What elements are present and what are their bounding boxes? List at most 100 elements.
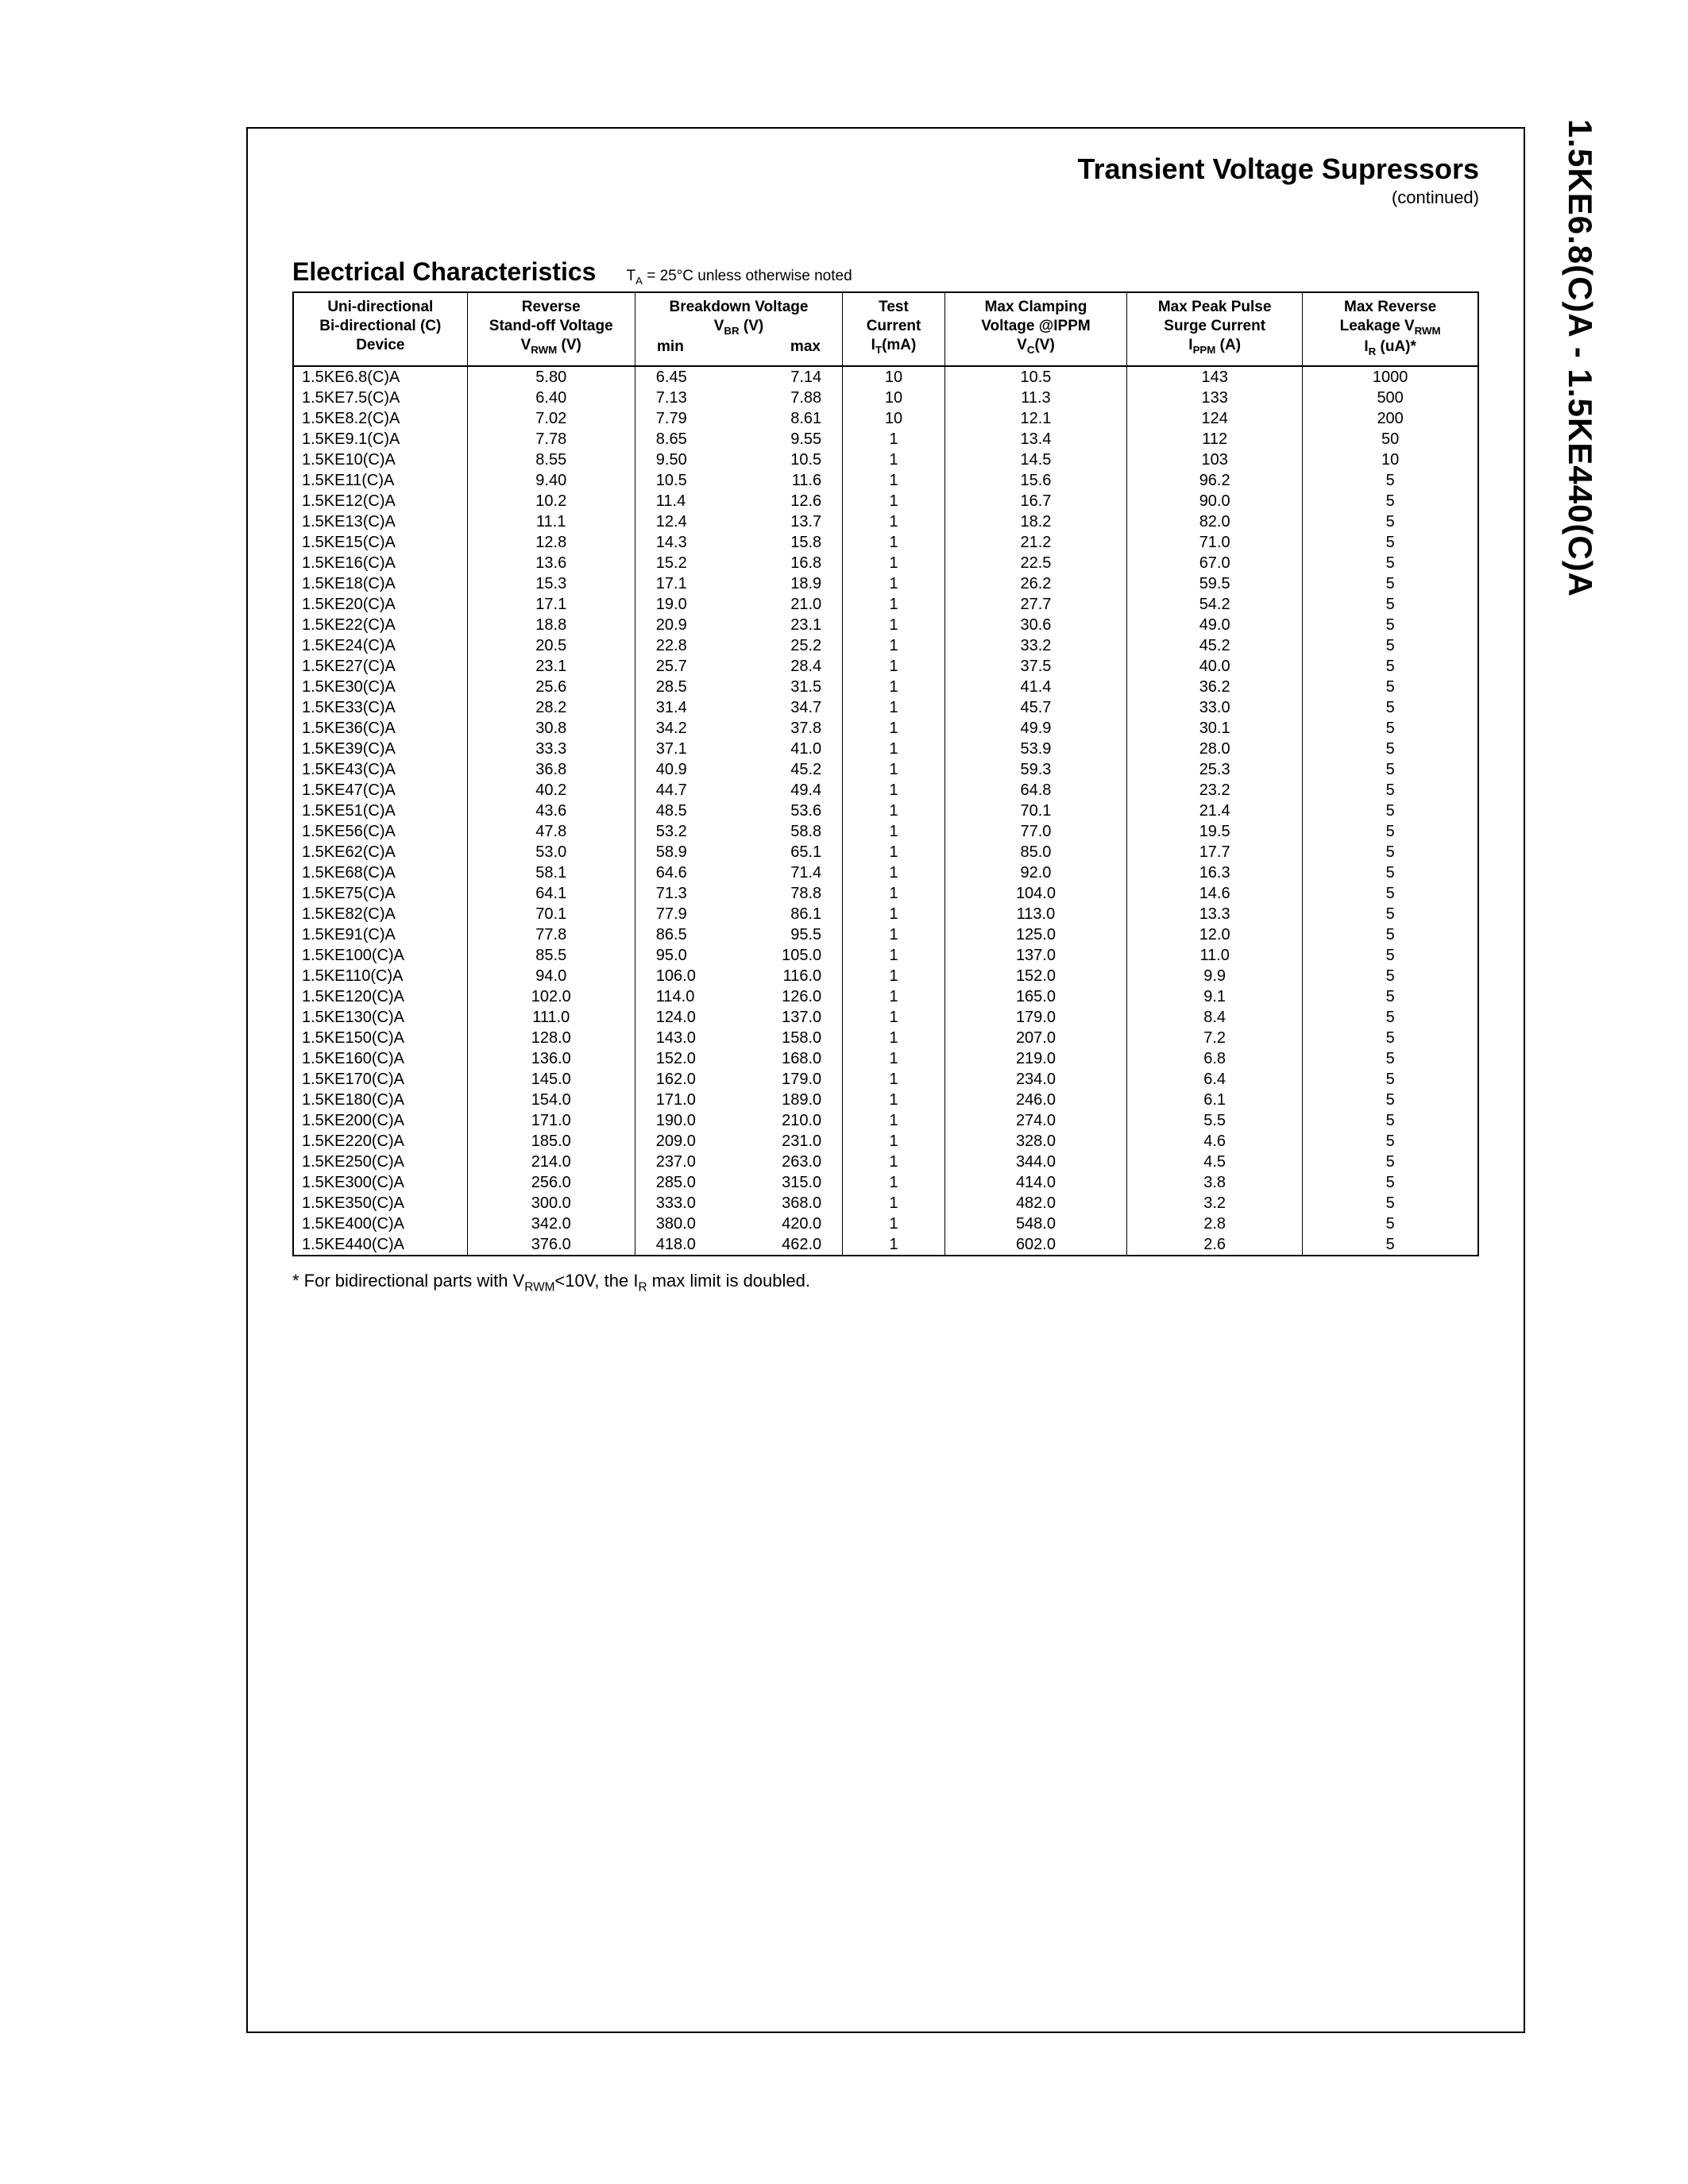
header-unit: (V) [740, 318, 764, 334]
table-cell: 10.5 [739, 450, 843, 470]
table-cell: 20.5 [467, 635, 635, 656]
table-cell: 15.3 [467, 573, 635, 594]
header-sub: RWM [1415, 325, 1441, 337]
table-cell: 1.5KE180(C)A [293, 1090, 467, 1110]
table-cell: 94.0 [467, 966, 635, 986]
table-cell: 1 [843, 924, 945, 945]
table-row: 1.5KE150(C)A128.0143.0158.01207.07.25 [293, 1028, 1478, 1048]
header-text: Max Peak Pulse [1158, 299, 1272, 315]
table-cell: 45.7 [944, 697, 1126, 718]
table-cell: 124.0 [635, 1007, 739, 1028]
table-cell: 5 [1303, 945, 1478, 966]
table-cell: 77.0 [944, 821, 1126, 842]
table-cell: 263.0 [739, 1152, 843, 1172]
table-cell: 5 [1303, 573, 1478, 594]
table-cell: 1 [843, 1069, 945, 1090]
table-cell: 28.0 [1127, 739, 1303, 759]
table-cell: 420.0 [739, 1214, 843, 1234]
table-row: 1.5KE16(C)A13.615.216.8122.567.05 [293, 553, 1478, 573]
table-cell: 13.4 [944, 429, 1126, 450]
table-cell: 15.8 [739, 532, 843, 553]
header-symbol: V [1017, 337, 1027, 353]
table-cell: 11.0 [1127, 945, 1303, 966]
table-cell: 4.6 [1127, 1131, 1303, 1152]
table-cell: 10.5 [635, 470, 739, 491]
table-cell: 8.4 [1127, 1007, 1303, 1028]
table-cell: 1 [843, 1152, 945, 1172]
table-row: 1.5KE170(C)A145.0162.0179.01234.06.45 [293, 1069, 1478, 1090]
table-cell: 125.0 [944, 924, 1126, 945]
table-cell: 1 [843, 1214, 945, 1234]
header-sub: RWM [531, 343, 557, 355]
table-cell: 1.5KE56(C)A [293, 821, 467, 842]
table-cell: 231.0 [739, 1131, 843, 1152]
table-cell: 152.0 [635, 1048, 739, 1069]
table-cell: 5.5 [1127, 1110, 1303, 1131]
table-cell: 5 [1303, 739, 1478, 759]
table-cell: 18.8 [467, 615, 635, 635]
table-cell: 1.5KE22(C)A [293, 615, 467, 635]
table-cell: 1 [843, 966, 945, 986]
table-cell: 154.0 [467, 1090, 635, 1110]
table-cell: 1 [843, 573, 945, 594]
table-cell: 111.0 [467, 1007, 635, 1028]
table-cell: 1.5KE300(C)A [293, 1172, 467, 1193]
table-cell: 53.0 [467, 842, 635, 862]
header-unit: (V) [1034, 337, 1054, 353]
table-cell: 1.5KE130(C)A [293, 1007, 467, 1028]
table-cell: 2.6 [1127, 1234, 1303, 1256]
table-cell: 1.5KE39(C)A [293, 739, 467, 759]
table-cell: 418.0 [635, 1234, 739, 1256]
table-row: 1.5KE6.8(C)A5.806.457.141010.51431000 [293, 366, 1478, 388]
table-cell: 1.5KE440(C)A [293, 1234, 467, 1256]
table-cell: 33.2 [944, 635, 1126, 656]
table-cell: 36.8 [467, 759, 635, 780]
table-cell: 30.8 [467, 718, 635, 739]
table-cell: 5.80 [467, 366, 635, 388]
table-cell: 10.5 [944, 366, 1126, 388]
table-cell: 26.2 [944, 573, 1126, 594]
table-cell: 1 [843, 986, 945, 1007]
header-sub: R [1369, 345, 1377, 357]
footnote-text: <10V, the I [554, 1271, 638, 1291]
table-cell: 105.0 [739, 945, 843, 966]
table-cell: 1.5KE12(C)A [293, 491, 467, 511]
header-unit: (uA)* [1376, 338, 1416, 355]
table-cell: 462.0 [739, 1234, 843, 1256]
table-cell: 5 [1303, 1214, 1478, 1234]
table-cell: 7.14 [739, 366, 843, 388]
header-unit: (mA) [882, 337, 916, 353]
table-cell: 548.0 [944, 1214, 1126, 1234]
table-cell: 145.0 [467, 1069, 635, 1090]
footnote-sub: R [638, 1280, 647, 1294]
table-cell: 1 [843, 1193, 945, 1214]
table-cell: 1 [843, 945, 945, 966]
table-cell: 1 [843, 429, 945, 450]
table-cell: 102.0 [467, 986, 635, 1007]
table-cell: 10 [843, 408, 945, 429]
table-cell: 1 [843, 450, 945, 470]
table-row: 1.5KE39(C)A33.337.141.0153.928.05 [293, 739, 1478, 759]
table-cell: 1 [843, 656, 945, 677]
table-cell: 23.2 [1127, 780, 1303, 801]
header-unit: (V) [557, 337, 581, 353]
table-cell: 5 [1303, 677, 1478, 697]
table-cell: 1.5KE10(C)A [293, 450, 467, 470]
table-cell: 59.3 [944, 759, 1126, 780]
table-cell: 22.8 [635, 635, 739, 656]
table-cell: 342.0 [467, 1214, 635, 1234]
table-cell: 7.78 [467, 429, 635, 450]
table-cell: 37.1 [635, 739, 739, 759]
table-cell: 43.6 [467, 801, 635, 821]
table-cell: 34.2 [635, 718, 739, 739]
table-cell: 137.0 [739, 1007, 843, 1028]
table-cell: 246.0 [944, 1090, 1126, 1110]
table-row: 1.5KE12(C)A10.211.412.6116.790.05 [293, 491, 1478, 511]
table-cell: 219.0 [944, 1048, 1126, 1069]
table-row: 1.5KE440(C)A376.0418.0462.01602.02.65 [293, 1234, 1478, 1256]
table-cell: 5 [1303, 842, 1478, 862]
table-cell: 90.0 [1127, 491, 1303, 511]
section-header-row: Electrical Characteristics TA = 25°C unl… [292, 257, 1479, 287]
table-cell: 49.9 [944, 718, 1126, 739]
table-cell: 64.6 [635, 862, 739, 883]
